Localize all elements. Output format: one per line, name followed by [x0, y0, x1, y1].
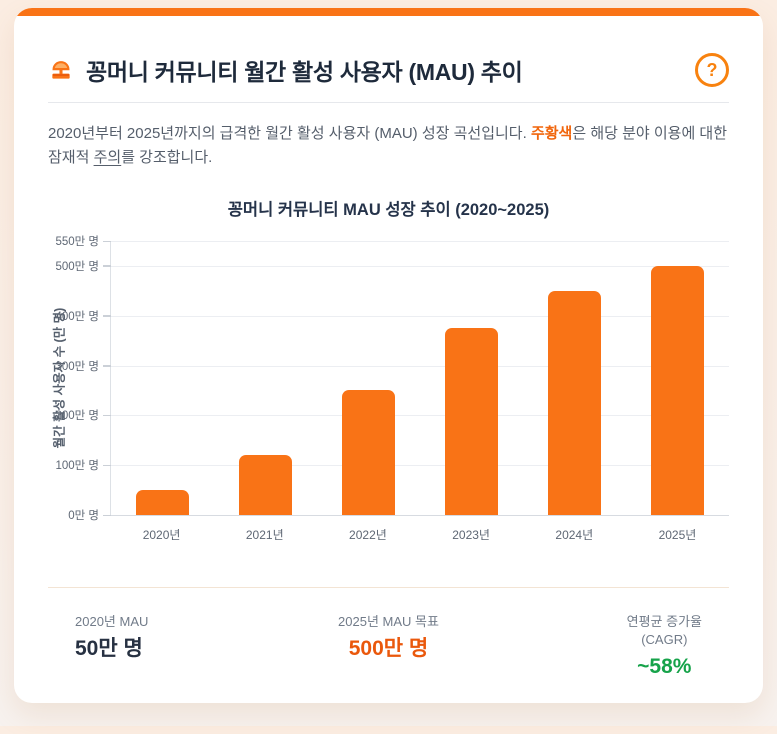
description-text: 2020년부터 2025년까지의 급격한 월간 활성 사용자 (MAU) 성장 …: [48, 122, 729, 170]
bar-slot: [420, 241, 523, 515]
y-tick-label: 400만 명: [55, 310, 99, 323]
gridline: [111, 241, 729, 242]
stat-value: 500만 명: [348, 637, 429, 660]
stamp-icon: [52, 61, 70, 79]
bar-slot: [523, 241, 626, 515]
bar-slot: [111, 241, 214, 515]
y-tick-label: 0만 명: [68, 510, 99, 522]
bar-2023년[interactable]: [445, 328, 498, 515]
chart-title: 꽁머니 커뮤니티 MAU 성장 추이 (2020~2025): [227, 201, 550, 219]
bar-2024년[interactable]: [548, 290, 601, 515]
x-tick-label: 2024년: [555, 528, 594, 542]
x-tick-label: 2021년: [245, 528, 284, 542]
question-icon: ?: [706, 59, 718, 80]
y-tick-label: 300만 명: [55, 360, 99, 373]
x-axis-labels: 2020년 2021년 2022년 2023년 2024년 2025년: [110, 526, 729, 543]
y-tick: [103, 414, 111, 417]
plot-area: 0만 명 100만 명 200만 명 300만 명 400만 명 500만 명 550만 명: [55, 236, 729, 522]
bar-chart: 월간 활성 사용자 수 (만 명) 0만 명 100만 명 200만 명 300만 명…: [48, 228, 729, 560]
gridline: [111, 415, 729, 417]
bar-2022년[interactable]: [342, 390, 395, 515]
main-card: 꽁머니 커뮤니티 월간 활성 사용자 (MAU) 추이 ? 2020년부터 20…: [14, 8, 763, 703]
header: 꽁머니 커뮤니티 월간 활성 사용자 (MAU) 추이 ?: [48, 53, 729, 87]
x-tick-label: 2022년: [349, 528, 387, 542]
description-underlined: 주의: [93, 149, 122, 166]
y-tick-label: 200만 명: [55, 410, 99, 423]
gridline: [111, 365, 729, 367]
page-title: 꽁머니 커뮤니티 월간 활성 사용자 (MAU) 추이: [86, 59, 523, 85]
y-tick: [103, 240, 111, 242]
x-tick-label: 2020년: [142, 528, 181, 542]
gridline: [111, 465, 729, 467]
bar-2021년[interactable]: [239, 455, 292, 515]
stats-row: 2020년 MAU 50만 명 2025년 MAU 목표 500만 명 연평균 …: [48, 613, 729, 680]
description-part2: 은 해당 분야 이용에 대한 잠재적: [48, 125, 728, 166]
top-accent-bar: [14, 8, 763, 16]
y-tick: [103, 464, 111, 467]
x-tick-label: 2023년: [452, 528, 490, 542]
gridline: [111, 315, 729, 317]
stat-2025-target: 2025년 MAU 목표 500만 명: [284, 613, 493, 680]
bar-slot: [626, 241, 729, 515]
bars-container: [111, 241, 729, 515]
bar-slot: [317, 241, 420, 515]
y-tick-label: 100만 명: [55, 460, 99, 473]
help-button[interactable]: ?: [695, 53, 729, 87]
description-part3: 를 강조합니다.: [121, 149, 213, 166]
stats-divider: [48, 587, 729, 588]
gridline: [111, 265, 729, 267]
x-tick-label: 2025년: [658, 528, 697, 542]
stat-value: ~58%: [637, 655, 692, 678]
bar-2025년[interactable]: [651, 265, 704, 515]
stat-label: 2025년 MAU 목표: [338, 614, 439, 629]
y-axis-title: 월간 활성 사용자 수 (만 명): [52, 307, 67, 449]
bar-slot: [214, 241, 317, 515]
stat-cagr: 연평균 증가율 (CAGR) ~58%: [493, 613, 702, 680]
stat-label: 2020년 MAU: [75, 614, 149, 629]
stat-sublabel: (CAGR): [641, 632, 688, 647]
bar-2020년[interactable]: [136, 490, 189, 515]
stat-label: 연평균 증가율: [626, 614, 702, 629]
y-tick: [103, 514, 111, 516]
y-tick-label: 550만 명: [55, 236, 99, 248]
header-divider: [48, 102, 729, 103]
y-tick: [103, 265, 111, 267]
y-tick: [103, 315, 111, 317]
description-part1: 2020년부터 2025년까지의 급격한 월간 활성 사용자 (MAU) 성장 …: [48, 125, 531, 142]
stat-value: 50만 명: [75, 637, 143, 660]
y-tick-label: 500만 명: [55, 260, 99, 273]
stat-2020-mau: 2020년 MAU 50만 명: [75, 613, 284, 680]
description-highlight: 주황색: [530, 125, 573, 142]
y-tick: [103, 365, 111, 367]
